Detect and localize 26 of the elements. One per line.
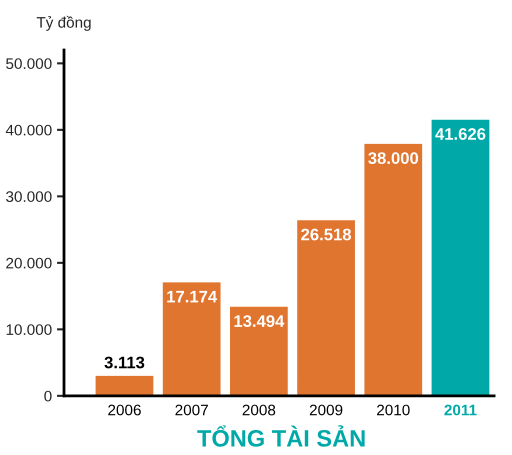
bar (161, 280, 222, 396)
y-tick-label: 0 (44, 390, 52, 402)
x-tick-label: 2009 (310, 404, 342, 416)
data-label: 3.113 (104, 356, 144, 368)
bar (430, 118, 491, 396)
x-tick-label: 2006 (108, 404, 141, 416)
data-label: 26.518 (301, 228, 352, 240)
bar (228, 305, 290, 396)
data-label: 17.174 (167, 290, 218, 302)
bar (94, 374, 155, 396)
y-tick-label: 30.000 (6, 191, 52, 202)
data-label: 41.626 (435, 128, 486, 140)
x-tick-label: 2011 (444, 404, 477, 416)
y-tick-label: 50.000 (6, 58, 52, 70)
bar (363, 142, 424, 396)
bar (296, 218, 356, 396)
x-tick-label: 2010 (377, 404, 410, 416)
text: TỔNG TÀI SẢN (197, 425, 365, 447)
x-tick-label: 2008 (242, 404, 276, 416)
data-label: 38.000 (368, 152, 418, 164)
x-tick-label: 2007 (175, 404, 208, 416)
y-tick-label: 40.000 (6, 124, 52, 136)
data-label: 13.494 (234, 315, 284, 328)
y-axis-title: Tỷ đồng (36, 16, 91, 31)
y-tick-label: 10.000 (6, 324, 52, 336)
y-tick-label: 20.000 (6, 258, 52, 269)
